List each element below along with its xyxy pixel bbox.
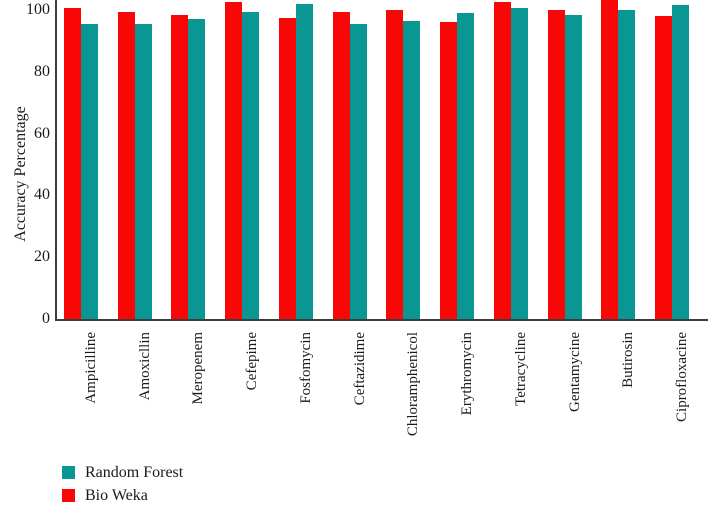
bar-random-forest-chloramphenicol (403, 20, 421, 319)
legend: Random Forest Bio Weka (62, 461, 183, 506)
x-axis-label-gentamycine: Gentamycine (566, 332, 583, 412)
bar-random-forest-meropenem (188, 19, 206, 319)
x-axis-label-chloramphenicol: Chloramphenicol (405, 332, 422, 437)
x-axis-line (55, 319, 708, 321)
bar-bio-weka-ampicilline (64, 8, 81, 319)
legend-label: Random Forest (85, 463, 184, 481)
bar-bio-weka-chloramphenicol (386, 10, 404, 319)
bar-random-forest-tetracycline (510, 8, 528, 319)
legend-item-bio-weka: Bio Weka (62, 484, 183, 506)
y-axis-tick-label: 40 (34, 186, 50, 204)
bar-random-forest-gentamycine (564, 14, 582, 319)
bar-random-forest-ceftazidime (349, 23, 367, 319)
legend-swatch-bio-weka (62, 489, 75, 502)
y-axis-tick-label: 60 (34, 124, 50, 142)
bar-bio-weka-amoxicllin (117, 11, 135, 319)
x-axis-label-ampicilline: Ampicilline (83, 332, 99, 404)
bar-bio-weka-fosfomycin (278, 17, 296, 319)
bar-random-forest-fosfomycin (295, 3, 313, 319)
legend-swatch-random-forest (62, 466, 75, 479)
bar-random-forest-amoxicllin (134, 23, 152, 319)
x-axis-label-ceftazidime: Ceftazidime (351, 332, 368, 406)
legend-item-random-forest: Random Forest (62, 461, 183, 484)
bar-bio-weka-tetracycline (493, 2, 511, 319)
bar-random-forest-cefepime (242, 11, 260, 319)
x-axis-label-cefepime: Cefepime (244, 332, 261, 391)
y-axis-tick-label: 80 (34, 62, 50, 80)
bar-bio-weka-meropenem (171, 14, 189, 319)
x-axis-label-erythromycin: Erythromycin (459, 332, 476, 416)
y-axis-line (55, 0, 57, 321)
bar-bio-weka-gentamycine (547, 10, 565, 319)
bar-bio-weka-erythromycin (440, 22, 458, 319)
legend-label: Bio Weka (85, 486, 148, 504)
bar-random-forest-erythromycin (457, 13, 475, 319)
bar-random-forest-ampicilline (81, 23, 98, 319)
y-axis-tick-label: 100 (26, 1, 50, 18)
x-axis-label-fosfomycin: Fosfomycin (297, 332, 314, 404)
x-axis-label-butirosin: Butirosin (620, 332, 637, 388)
y-axis-tick-label: 20 (34, 248, 50, 266)
x-axis-label-ciprofloxacine: Ciprofloxacine (674, 332, 691, 422)
x-axis-label-tetracycline: Tetracycline (512, 332, 529, 406)
bar-bio-weka-cefepime (225, 2, 243, 319)
bar-bio-weka-ciprofloxacine (655, 16, 673, 319)
y-axis-title: Accuracy Percentage (12, 106, 29, 242)
bar-bio-weka-butirosin (601, 0, 619, 319)
bar-bio-weka-ceftazidime (332, 11, 350, 319)
bar-random-forest-butirosin (618, 10, 636, 319)
bar-random-forest-ciprofloxacine (672, 5, 690, 319)
x-axis-label-meropenem: Meropenem (190, 332, 207, 405)
x-axis-label-amoxicllin: Amoxicllin (136, 332, 153, 401)
y-axis-tick-label: 0 (42, 310, 50, 327)
